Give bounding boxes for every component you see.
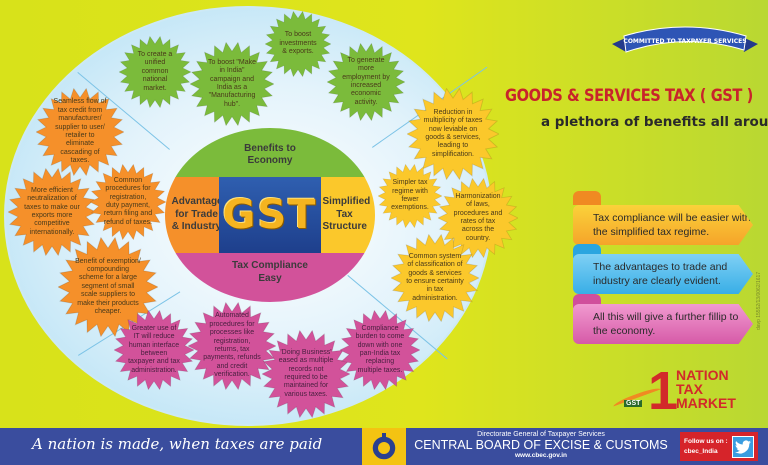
benefit-text: More efficient neutralization of taxes t…: [24, 186, 80, 236]
organization-block: Directorate General of Taxpayer Services…: [406, 428, 676, 465]
starburst-icon: [119, 36, 191, 108]
benefit-burst-simplified-tax-structure: Harmonization of laws, procedures and ra…: [438, 178, 518, 258]
benefit-burst-benefits-to-economy: To create a unified common national mark…: [119, 36, 191, 108]
starburst-icon: [340, 310, 420, 390]
starburst-icon: [90, 164, 166, 240]
benefit-text: To boost investments & exports.: [279, 31, 317, 56]
segment-simplified-tax: Simplified Tax Structure: [320, 177, 375, 253]
benefit-burst-simplified-tax-structure: Reduction in multiplicity of taxes now l…: [407, 88, 499, 180]
benefit-burst-tax-compliance-easy: Automated procedures for processes like …: [188, 302, 276, 390]
logo-text: NATION TAX MARKET: [676, 367, 736, 411]
starburst-icon: [327, 43, 405, 121]
benefit-burst-advantages-for-trade: Seamless flow of tax credit from manufac…: [36, 88, 124, 176]
benefit-burst-tax-compliance-easy: Compliance burden to come down with one …: [340, 310, 420, 390]
gst-logo: GST: [219, 177, 321, 253]
one-nation-logo: 1 GST NATION TAX MARKET: [612, 364, 754, 418]
benefit-text: Compliance burden to come down with one …: [355, 324, 405, 374]
benefit-burst-simplified-tax-structure: Simpler tax regime with fewer exemptions…: [378, 164, 442, 228]
benefit-text: Automated procedures for processes like …: [203, 312, 261, 379]
banner-text: COMMITTED TO TAXPAYER SERVICES: [623, 38, 746, 45]
ribbon-economy: All this will give a further fillip to t…: [573, 304, 753, 344]
benefit-burst-advantages-for-trade: More efficient neutralization of taxes t…: [8, 168, 96, 256]
benefit-text: Reduction in multiplicity of taxes now l…: [423, 108, 483, 158]
directorate-label: Directorate General of Taxpayer Services: [477, 431, 605, 438]
starburst-icon: [190, 42, 274, 126]
emblem-seal: [362, 428, 406, 465]
benefit-text: To create a unified common national mark…: [137, 51, 173, 92]
starburst-icon: [36, 88, 124, 176]
benefit-burst-tax-compliance-easy: 'Doing Business' eased as multiple recor…: [262, 330, 350, 418]
benefit-text: Greater use of IT will reduce human inte…: [128, 324, 180, 374]
cbec-emblem-icon: [371, 432, 397, 461]
benefit-burst-benefits-to-economy: To generate more employment by increased…: [327, 43, 405, 121]
benefit-text: Benefit of exemption/ compounding scheme…: [75, 257, 141, 315]
center-wheel: Benefits to Economy Advantages for Trade…: [165, 128, 375, 302]
committed-banner: COMMITTED TO TAXPAYER SERVICES: [612, 26, 758, 53]
logo-digit: 1: [648, 361, 679, 421]
website-link[interactable]: www.cbec.gov.in: [514, 452, 567, 459]
benefit-text: Harmonization of laws, procedures and ra…: [453, 192, 503, 242]
ribbon-tab: [573, 191, 601, 205]
benefit-text: To boost "Make in India" campaign and In…: [207, 58, 256, 108]
benefit-burst-benefits-to-economy: To boost investments & exports.: [265, 11, 331, 77]
starburst-icon: [378, 164, 442, 228]
starburst-icon: [114, 310, 194, 390]
starburst-icon: [262, 330, 350, 418]
benefit-burst-advantages-for-trade: Benefit of exemption/ compounding scheme…: [58, 237, 158, 337]
follow-label: Follow us on :: [684, 437, 728, 445]
benefit-text: 'Doing Business' eased as multiple recor…: [278, 348, 334, 398]
ribbon-trade-compliance: Tax compliance will be easier with the s…: [573, 205, 753, 245]
logo-badge: GST: [624, 400, 643, 407]
davp-code: davp 15552/13/0062/1617: [756, 271, 762, 330]
organization-name: CENTRAL BOARD OF EXCISE & CUSTOMS: [414, 438, 668, 452]
starburst-icon: [188, 302, 276, 390]
benefit-burst-tax-compliance-easy: Greater use of IT will reduce human inte…: [114, 310, 194, 390]
segment-benefits-economy: Benefits to Economy: [165, 128, 375, 178]
benefit-text: Common system of classification of goods…: [406, 252, 464, 302]
ribbon-trade-advantages: The advantages to trade and industry are…: [573, 254, 753, 294]
segment-trade-industry: Advantages for Trade & Industry: [165, 177, 228, 253]
benefit-burst-benefits-to-economy: To boost "Make in India" campaign and In…: [190, 42, 274, 126]
starburst-icon: [438, 178, 518, 258]
twitter-icon[interactable]: [732, 435, 754, 458]
benefit-text: To generate more employment by increased…: [342, 56, 390, 106]
page-subtitle: a plethora of benefits all around: [541, 114, 768, 130]
footer-slogan: A nation is made, when taxes are paid: [32, 435, 323, 453]
segment-tax-compliance: Tax Compliance Easy: [165, 253, 375, 302]
starburst-icon: [8, 168, 96, 256]
starburst-icon: [391, 234, 479, 322]
benefit-burst-simplified-tax-structure: Common system of classification of goods…: [391, 234, 479, 322]
benefit-text: Seamless flow of tax credit from manufac…: [53, 98, 107, 165]
twitter-handle: cbec_India: [684, 447, 718, 455]
twitter-follow[interactable]: Follow us on : cbec_India: [680, 432, 758, 461]
page-title: GOODS & SERVICES TAX ( GST ): [505, 86, 753, 106]
benefit-burst-advantages-for-trade: Common procedures for registration, duty…: [90, 164, 166, 240]
starburst-icon: [265, 11, 331, 77]
benefit-text: Simpler tax regime with fewer exemptions…: [391, 179, 429, 212]
benefit-text: Common procedures for registration, duty…: [103, 176, 153, 226]
starburst-icon: [407, 88, 499, 180]
